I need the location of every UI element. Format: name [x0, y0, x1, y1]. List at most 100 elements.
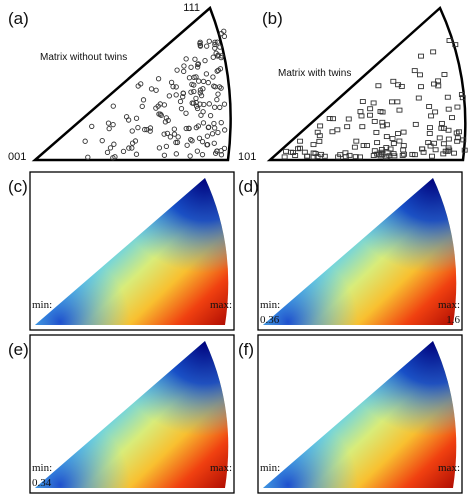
- marker: [454, 104, 461, 110]
- marker: [194, 105, 201, 112]
- marker: [396, 107, 403, 113]
- marker: [197, 90, 203, 96]
- marker: [217, 44, 223, 50]
- marker: [218, 85, 224, 91]
- marker: [401, 151, 408, 157]
- marker: [183, 56, 189, 62]
- marker: [290, 150, 296, 155]
- marker: [168, 79, 175, 86]
- marker: [197, 39, 203, 45]
- marker: [207, 112, 214, 119]
- marker: [200, 109, 206, 115]
- marker: [129, 128, 135, 134]
- min-label: min:: [32, 299, 52, 311]
- marker: [426, 104, 433, 109]
- contour-maps: (c) min: max: (d) min: 0.36 max: 1.6 (e) min: 0.34…: [8, 171, 463, 494]
- marker: [218, 148, 224, 154]
- marker: [283, 148, 289, 154]
- marker: [181, 63, 187, 69]
- marker: [438, 125, 445, 131]
- marker: [436, 135, 443, 141]
- marker: [440, 141, 447, 147]
- marker: [105, 120, 112, 126]
- marker: [205, 124, 211, 131]
- marker: [212, 39, 218, 45]
- marker: [359, 99, 366, 104]
- marker: [177, 98, 184, 105]
- marker: [217, 66, 224, 72]
- marker: [171, 126, 177, 132]
- marker: [163, 143, 170, 150]
- marker: [449, 115, 455, 121]
- marker: [304, 153, 311, 159]
- marker: [458, 92, 465, 97]
- marker: [123, 114, 130, 120]
- marker: [171, 131, 178, 137]
- marker: [371, 118, 378, 124]
- marker: [400, 147, 407, 153]
- marker: [148, 86, 155, 92]
- marker: [211, 83, 217, 89]
- marker: [383, 134, 390, 140]
- min-value: 0.36: [260, 314, 280, 326]
- marker: [166, 93, 172, 99]
- marker: [110, 121, 116, 128]
- marker: [193, 74, 199, 80]
- marker: [432, 147, 439, 153]
- marker: [188, 64, 194, 70]
- marker: [400, 129, 407, 135]
- marker: [82, 138, 88, 144]
- marker: [316, 138, 323, 144]
- marker: [301, 149, 308, 155]
- marker: [420, 149, 427, 155]
- marker: [206, 38, 212, 44]
- marker: [346, 152, 353, 158]
- marker: [297, 138, 304, 144]
- max-value: 1.6: [446, 314, 460, 326]
- marker: [222, 127, 228, 133]
- marker: [212, 45, 218, 51]
- marker: [189, 100, 195, 106]
- marker: [153, 87, 159, 93]
- marker: [99, 138, 105, 144]
- marker: [374, 140, 381, 146]
- marker: [428, 113, 435, 119]
- marker: [213, 50, 219, 56]
- marker: [167, 134, 174, 140]
- marker: [195, 61, 201, 68]
- marker: [281, 154, 288, 160]
- marker: [180, 90, 186, 97]
- marker: [317, 123, 324, 129]
- marker: [212, 41, 218, 48]
- marker: [316, 133, 323, 139]
- marker: [201, 101, 207, 108]
- marker: [329, 129, 336, 135]
- marker: [210, 54, 216, 60]
- marker: [193, 95, 199, 101]
- marker: [178, 106, 185, 112]
- panel-label: (a): [8, 9, 29, 28]
- marker: [205, 79, 211, 86]
- marker: [351, 144, 358, 150]
- contour-panel: (d) min: 0.36 max: 1.6: [238, 171, 463, 331]
- marker: [174, 139, 181, 146]
- marker: [454, 138, 461, 144]
- marker: [147, 125, 154, 131]
- marker: [432, 109, 439, 115]
- marker: [163, 115, 170, 121]
- marker: [212, 104, 218, 110]
- marker: [438, 120, 445, 126]
- marker: [446, 38, 453, 43]
- marker: [214, 96, 220, 103]
- marker: [215, 129, 221, 136]
- marker: [431, 81, 437, 87]
- min-label: min:: [260, 462, 280, 474]
- marker: [120, 148, 127, 154]
- marker: [427, 143, 434, 149]
- marker: [211, 140, 217, 146]
- panel-label: (f): [238, 340, 254, 359]
- marker: [209, 131, 216, 137]
- marker: [198, 92, 205, 99]
- marker: [211, 120, 217, 127]
- marker: [199, 152, 206, 158]
